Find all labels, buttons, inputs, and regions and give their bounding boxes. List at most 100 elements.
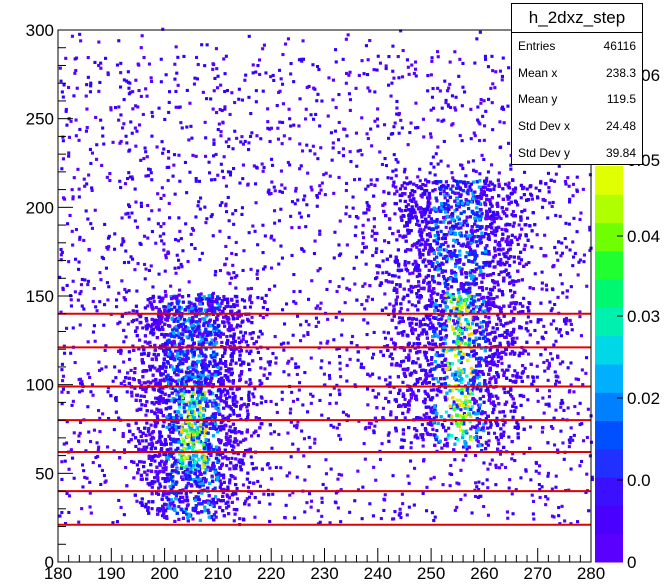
heatmap-cell	[142, 157, 146, 161]
heatmap-cell	[414, 361, 418, 365]
heatmap-cell	[190, 136, 194, 140]
heatmap-cell	[122, 379, 126, 383]
heatmap-cell	[292, 424, 296, 428]
heatmap-cell	[309, 401, 313, 405]
heatmap-cell	[573, 251, 577, 255]
heatmap-cell	[97, 445, 101, 449]
heatmap-cell	[89, 81, 93, 85]
heatmap-cell	[510, 457, 514, 461]
heatmap-cell	[477, 200, 481, 204]
heatmap-cell	[444, 225, 448, 229]
heatmap-cell	[432, 416, 436, 420]
heatmap-cell	[227, 219, 231, 223]
heatmap-cell	[398, 511, 402, 515]
heatmap-cell	[564, 322, 568, 326]
heatmap-cell	[150, 480, 154, 484]
heatmap-cell	[70, 188, 74, 192]
heatmap-cell	[394, 158, 398, 162]
heatmap-cell	[175, 71, 179, 75]
heatmap-cell	[436, 318, 440, 322]
heatmap-cell	[493, 431, 497, 435]
heatmap-cell	[578, 315, 582, 319]
heatmap-cell	[79, 381, 83, 385]
heatmap-cell	[195, 497, 199, 501]
heatmap-cell	[374, 395, 378, 399]
heatmap-cell	[546, 171, 550, 175]
heatmap-cell	[588, 173, 592, 177]
heatmap-cell	[453, 50, 457, 54]
heatmap-cell	[252, 431, 256, 435]
heatmap-cell	[245, 409, 249, 413]
heatmap-cell	[79, 377, 83, 381]
heatmap-cell	[429, 132, 433, 136]
heatmap-cell	[328, 521, 332, 525]
heatmap-cell	[277, 262, 281, 266]
heatmap-cell	[436, 162, 440, 166]
heatmap-cell	[139, 46, 143, 50]
heatmap-cell	[465, 447, 469, 451]
heatmap-cell	[372, 429, 376, 433]
heatmap-cell	[282, 370, 286, 374]
heatmap-cell	[318, 232, 322, 236]
heatmap-cell	[430, 59, 434, 63]
heatmap-cell	[298, 142, 302, 146]
heatmap-cell	[415, 245, 419, 249]
heatmap-cell	[399, 187, 403, 191]
heatmap-cell	[159, 196, 163, 200]
heatmap-cell	[65, 123, 69, 127]
heatmap-cell	[80, 380, 84, 384]
heatmap-cell	[340, 333, 344, 337]
heatmap-cell	[119, 61, 123, 65]
heatmap-cell	[549, 309, 553, 313]
heatmap-cell	[85, 107, 89, 111]
heatmap-cell	[442, 118, 446, 122]
heatmap-cell	[481, 482, 485, 486]
heatmap-cell	[536, 399, 540, 403]
heatmap-cell	[397, 131, 401, 135]
heatmap-cell	[326, 339, 330, 343]
heatmap-cell	[146, 236, 150, 240]
heatmap-cell	[396, 160, 400, 164]
heatmap-cell	[505, 510, 509, 514]
heatmap-cell	[214, 47, 218, 51]
heatmap-cell	[63, 459, 67, 463]
heatmap-cell	[357, 73, 361, 77]
heatmap-cell	[477, 120, 481, 124]
heatmap-cell	[553, 443, 557, 447]
heatmap-cell	[446, 89, 450, 93]
heatmap-cell	[429, 208, 433, 212]
heatmap-cell	[406, 308, 410, 312]
heatmap-cell	[448, 472, 452, 476]
heatmap-cell	[260, 332, 264, 336]
heatmap-cell	[376, 54, 380, 58]
heatmap-cell	[337, 285, 341, 289]
heatmap-cell	[258, 58, 262, 62]
heatmap-cell	[364, 187, 368, 191]
heatmap-cell	[205, 217, 209, 221]
heatmap-cell	[390, 176, 394, 180]
heatmap-cell	[543, 233, 547, 237]
heatmap-cell	[341, 410, 345, 414]
heatmap-cell	[535, 233, 539, 237]
heatmap-cell	[258, 72, 262, 76]
heatmap-cell	[326, 114, 330, 118]
heatmap-cell	[478, 273, 482, 277]
heatmap-cell	[228, 173, 232, 177]
heatmap-cell	[168, 504, 172, 508]
heatmap-cell	[214, 152, 218, 156]
heatmap-cell	[320, 500, 324, 504]
heatmap-cell	[478, 122, 482, 126]
heatmap-cell	[332, 386, 336, 390]
heatmap-cell	[366, 73, 370, 77]
heatmap-cell	[243, 139, 247, 143]
heatmap-cell	[247, 231, 251, 235]
heatmap-cell	[485, 478, 489, 482]
heatmap-cell	[123, 182, 127, 186]
heatmap-cell	[102, 323, 106, 327]
heatmap-cell	[411, 262, 415, 266]
heatmap-cell	[424, 220, 428, 224]
heatmap-cell	[217, 122, 221, 126]
heatmap-cell	[79, 39, 83, 43]
heatmap-cell	[372, 330, 376, 334]
heatmap-cell	[313, 239, 317, 243]
